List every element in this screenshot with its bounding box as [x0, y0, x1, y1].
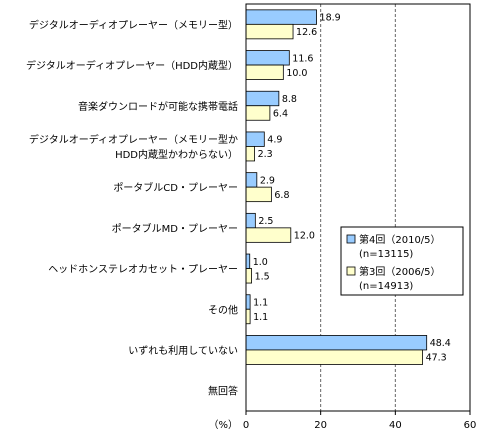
category-label: デジタルオーディオプレーヤー（メモリー型か — [29, 133, 238, 146]
x-tick-label: 40 — [389, 420, 402, 431]
bar — [245, 308, 251, 325]
value-label: 48.4 — [430, 338, 451, 349]
category-labels: デジタルオーディオプレーヤー（メモリー型） デジタルオーディオプレーヤー（HDD内… — [26, 18, 238, 397]
bar — [245, 64, 284, 80]
bar — [245, 227, 292, 243]
bar — [245, 335, 428, 351]
category-label: HDD内蔵型かわからない） — [115, 148, 238, 161]
x-unit-label: （%） — [208, 419, 238, 431]
x-tick-labels: 0 20 40 60 — [243, 411, 477, 431]
category-label: 無回答 — [208, 385, 238, 398]
category-label: ヘッドホンステレオカセット・プレーヤー — [48, 264, 238, 276]
axes — [245, 3, 471, 412]
legend-series-sample: (n=13115) — [359, 249, 413, 260]
category-label: ポータブルMD・プレーヤー — [112, 222, 238, 235]
category-label: その他 — [208, 303, 238, 316]
category-label: デジタルオーディオプレーヤー（HDD内蔵型） — [26, 59, 238, 72]
grid-lines — [320, 4, 396, 411]
legend-box — [340, 226, 464, 296]
legend-swatch — [346, 234, 356, 244]
value-label: 2.3 — [258, 149, 273, 160]
legend: 第4回（2010/5） (n=13115) 第3回（2006/5） (n=14913) — [340, 226, 464, 296]
value-label: 12.0 — [294, 231, 315, 242]
plot-frame — [245, 3, 471, 412]
bar — [245, 294, 251, 310]
bar — [245, 349, 423, 365]
value-label: 12.6 — [296, 27, 317, 38]
bar — [245, 186, 272, 203]
bars — [245, 9, 428, 365]
x-tick-label: 20 — [314, 420, 327, 431]
value-label: 8.8 — [282, 94, 297, 105]
value-label: 1.0 — [253, 257, 268, 268]
legend-swatch — [346, 266, 356, 276]
value-label: 18.9 — [320, 13, 341, 24]
bar — [245, 268, 252, 284]
bar — [245, 131, 265, 147]
bar — [245, 50, 290, 66]
legend-series-sample: (n=14913) — [359, 281, 413, 292]
category-label: 音楽ダウンロードが可能な携帯電話 — [78, 100, 238, 113]
bar — [245, 146, 255, 162]
value-label: 2.5 — [258, 216, 273, 227]
bar — [245, 253, 251, 269]
category-label: デジタルオーディオプレーヤー（メモリー型） — [29, 18, 238, 31]
value-label: 1.1 — [253, 312, 268, 323]
legend-series-name: 第3回（2006/5） — [359, 265, 441, 278]
bar — [245, 105, 271, 121]
x-tick-label: 0 — [243, 420, 249, 431]
category-label: いずれも利用していない — [128, 345, 238, 357]
value-label: 11.6 — [292, 53, 313, 64]
bar — [245, 212, 256, 229]
value-labels: 18.912.6 11.6 10.0 8.8 6.4 4.9 2.3 2.9 6.8 2.5 12.… — [253, 13, 451, 364]
value-label: 2.9 — [260, 175, 275, 186]
value-label: 10.0 — [286, 68, 307, 79]
value-label: 6.8 — [274, 190, 289, 201]
value-label: 47.3 — [426, 353, 447, 364]
legend-series-name: 第4回（2010/5） — [359, 233, 441, 246]
category-label: ポータブルCD・プレーヤー — [113, 181, 238, 194]
bar — [245, 9, 317, 25]
x-tick-label: 60 — [464, 420, 477, 431]
value-label: 6.4 — [273, 109, 288, 120]
value-label: 1.5 — [255, 271, 270, 282]
bar — [245, 172, 258, 188]
bar — [245, 90, 280, 107]
value-label: 1.1 — [253, 298, 268, 309]
value-label: 4.9 — [267, 135, 282, 146]
bar — [245, 23, 294, 40]
